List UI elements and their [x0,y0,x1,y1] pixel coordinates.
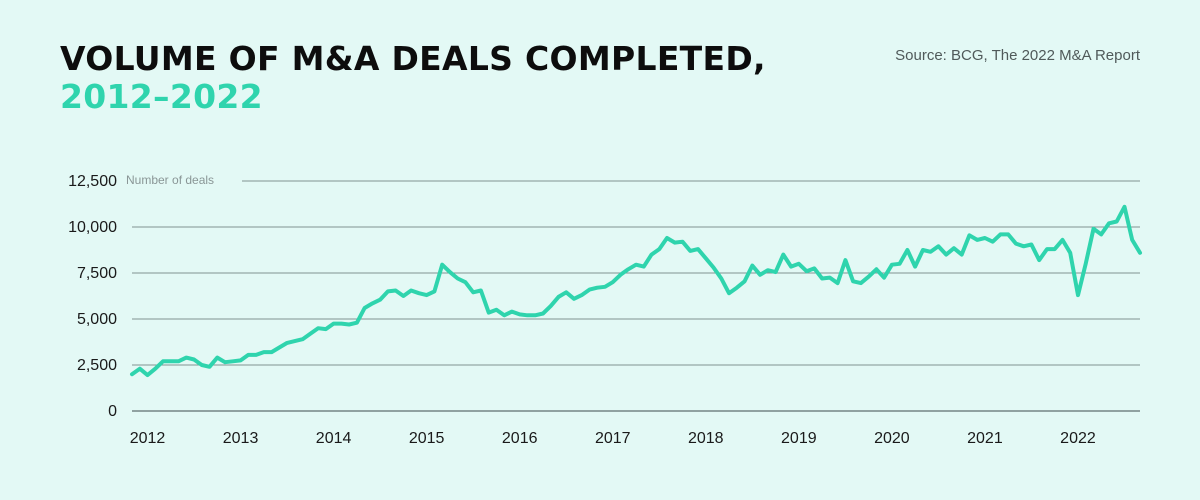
x-tick-label: 2018 [688,430,724,447]
x-axis-ticks: 2012 2013 2014 2015 2016 2017 2018 2019 2020 2021… [130,430,1096,447]
x-tick-label: 2014 [316,430,352,447]
x-tick-label: 2013 [223,430,259,447]
x-tick-label: 2021 [967,430,1003,447]
y-tick-label: 10,000 [68,219,117,236]
grid-lines [132,180,1140,412]
y-tick-label: 12,500 [68,173,117,190]
y-tick-label: 7,500 [77,265,117,282]
series-group [130,204,1142,378]
y-axis-unit-label: Number of deals [126,173,214,187]
chart-title: VOLUME OF M&A DEALS COMPLETED, 2012–2022 [60,40,766,116]
x-tick-label: 2017 [595,430,631,447]
chart-title-line1: VOLUME OF M&A DEALS COMPLETED, [60,39,766,78]
series-line-deals [130,204,1142,378]
chart-title-line2: 2012–2022 [60,77,263,116]
y-tick-label: 5,000 [77,311,117,328]
source-note: Source: BCG, The 2022 M&A Report [895,47,1140,64]
x-tick-label: 2020 [874,430,910,447]
y-tick-label: 2,500 [77,357,117,374]
x-tick-label: 2019 [781,430,817,447]
x-tick-label: 2016 [502,430,538,447]
y-tick-label: 0 [108,403,117,420]
x-tick-label: 2012 [130,430,166,447]
x-tick-label: 2015 [409,430,445,447]
y-axis-ticks: 0 2,500 5,000 7,500 10,000 12,500 [68,173,117,420]
x-tick-label: 2022 [1060,430,1096,447]
